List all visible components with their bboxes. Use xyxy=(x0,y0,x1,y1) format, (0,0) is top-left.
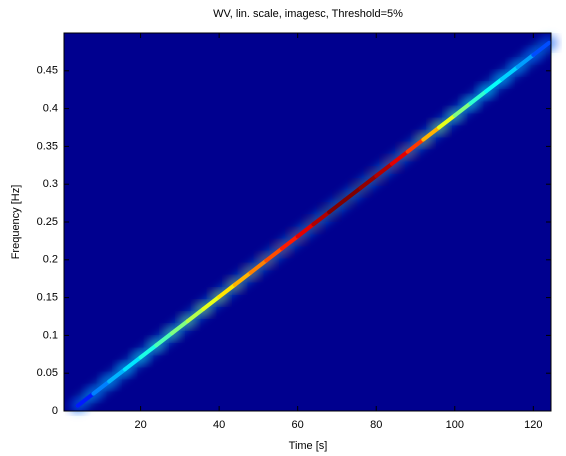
ridge-segment xyxy=(154,331,175,348)
x-axis-label: Time [s] xyxy=(289,440,328,452)
chart-title: WV, lin. scale, imagesc, Threshold=5% xyxy=(213,8,403,20)
ridge-segment xyxy=(421,125,442,142)
y-tick-label: 0 xyxy=(52,405,58,417)
ridge-segment xyxy=(217,282,237,299)
y-axis-label: Frequency [Hz] xyxy=(10,185,22,260)
ridge-segment xyxy=(452,101,473,118)
ridge-segment xyxy=(484,77,504,94)
y-tick-label: 0.4 xyxy=(43,103,58,115)
y-tick-label: 0.05 xyxy=(37,367,58,379)
ridge-segment xyxy=(91,379,112,396)
x-tick-label: 20 xyxy=(134,419,146,431)
ridge-segment xyxy=(531,40,552,57)
y-tick-label: 0.3 xyxy=(43,178,58,190)
y-tick-label: 0.2 xyxy=(43,254,58,266)
ridge-segment xyxy=(232,270,253,287)
x-tick-label: 40 xyxy=(213,419,225,431)
ridge-segment xyxy=(342,185,363,203)
ridge-segment xyxy=(295,222,316,239)
ridge-segment xyxy=(138,343,159,360)
ridge-segment xyxy=(468,89,489,106)
ridge-segment xyxy=(185,306,206,324)
x-tick-label: 100 xyxy=(446,419,464,431)
ridge-segment xyxy=(279,234,300,251)
ridge-segment xyxy=(248,258,269,275)
ridge-segment xyxy=(389,149,410,166)
y-tick-label: 0.45 xyxy=(37,65,58,77)
ridge-segment xyxy=(264,246,284,263)
ridge-segment xyxy=(122,355,143,372)
y-tick-label: 0.25 xyxy=(37,216,58,228)
ridge-segment xyxy=(201,294,222,311)
y-tick-label: 0.1 xyxy=(43,329,58,341)
ridge-segment xyxy=(327,198,347,215)
x-tick-label: 120 xyxy=(524,419,542,431)
ridge-segment xyxy=(311,210,332,227)
x-tick-label: 80 xyxy=(370,419,382,431)
ridge-segment xyxy=(358,173,379,190)
ridge-segment xyxy=(170,319,190,336)
ridge-segment xyxy=(107,367,127,384)
ridge-segment xyxy=(405,137,426,154)
ridge-segment xyxy=(75,391,96,408)
y-tick-label: 0.15 xyxy=(37,292,58,304)
ridge-segment xyxy=(499,65,520,82)
ridge-segment xyxy=(437,113,457,130)
x-tick-label: 60 xyxy=(292,419,304,431)
y-tick-label: 0.35 xyxy=(37,140,58,152)
ridge-segment xyxy=(374,161,394,178)
ridge-segment xyxy=(515,52,536,70)
